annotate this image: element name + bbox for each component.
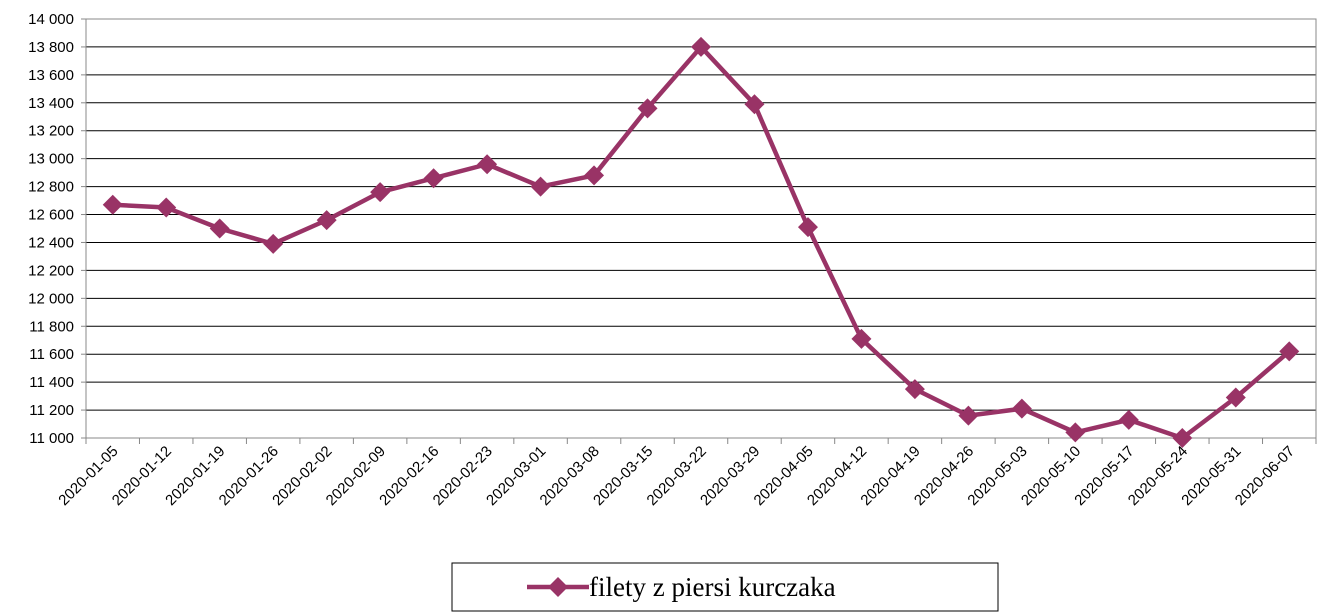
y-tick-label: 11 600 xyxy=(29,346,74,363)
plot-frame xyxy=(85,18,1317,439)
data-point xyxy=(691,36,711,57)
y-tick-label: 11 000 xyxy=(29,430,74,447)
data-point xyxy=(1172,428,1193,448)
y-tick-label: 11 800 xyxy=(29,318,74,335)
data-point xyxy=(1065,422,1086,443)
data-point xyxy=(263,233,284,254)
y-tick-label: 11 200 xyxy=(29,402,74,419)
y-tick-label: 13 200 xyxy=(28,123,74,140)
y-tick-label: 12 000 xyxy=(28,290,74,307)
data-point xyxy=(316,210,337,231)
data-point xyxy=(958,405,979,426)
y-tick-label: 12 600 xyxy=(28,207,74,224)
y-tick-label: 12 200 xyxy=(28,262,74,279)
y-tick-label: 13 600 xyxy=(28,67,74,84)
data-point xyxy=(584,165,605,186)
data-point xyxy=(744,94,765,115)
data-point xyxy=(637,98,658,119)
legend-label: filety z piersi kurczaka xyxy=(589,572,836,602)
data-point xyxy=(477,154,498,175)
data-point xyxy=(1118,409,1139,430)
data-point xyxy=(156,197,177,218)
y-tick-label: 14 000 xyxy=(28,11,74,28)
data-point xyxy=(904,379,925,400)
y-tick-label: 12 800 xyxy=(28,179,74,196)
data-point xyxy=(370,182,391,203)
data-point xyxy=(1225,387,1246,408)
data-point xyxy=(1011,398,1032,419)
data-point xyxy=(423,168,444,189)
y-tick-label: 12 400 xyxy=(28,234,74,251)
data-point xyxy=(1279,341,1300,362)
y-tick-label: 13 800 xyxy=(28,39,74,56)
y-tick-label: 13 400 xyxy=(28,95,74,112)
legend-swatch-marker xyxy=(548,577,568,597)
y-tick-label: 11 400 xyxy=(29,374,74,391)
data-point xyxy=(797,217,818,238)
data-point xyxy=(209,218,230,239)
data-point xyxy=(530,176,551,197)
data-point xyxy=(102,194,123,215)
y-tick-label: 13 000 xyxy=(28,151,74,168)
data-point xyxy=(851,328,872,349)
